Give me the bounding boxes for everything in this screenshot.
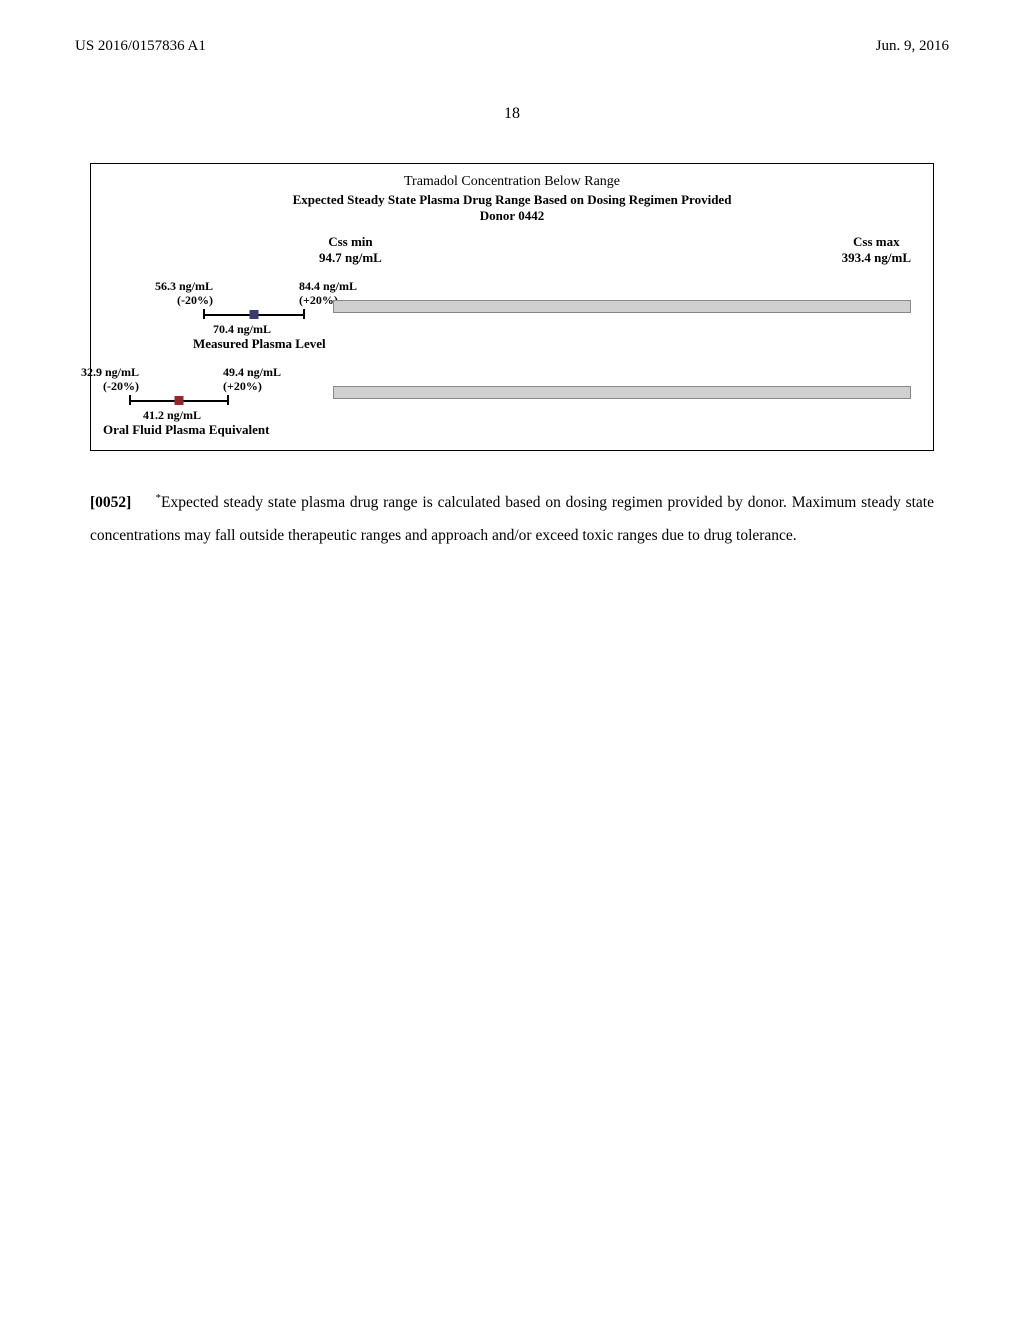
oral-section: 32.9 ng/mL (-20%) 49.4 ng/mL (+20%) 41.2… bbox=[103, 366, 921, 436]
oral-high-value: 49.4 ng/mL bbox=[223, 366, 281, 380]
paragraph-text: Expected steady state plasma drug range … bbox=[90, 494, 934, 544]
patent-number: US 2016/0157836 A1 bbox=[75, 38, 206, 55]
figure-title-1: Tramadol Concentration Below Range bbox=[103, 174, 921, 190]
oral-type-label: Oral Fluid Plasma Equivalent bbox=[103, 422, 270, 438]
css-max-label: Css max bbox=[842, 234, 911, 250]
page-number: 18 bbox=[0, 105, 1024, 123]
oral-marker-square bbox=[175, 396, 184, 405]
figure-title-3: Donor 0442 bbox=[103, 208, 921, 224]
css-labels-row: Css min 94.7 ng/mL Css max 393.4 ng/mL bbox=[103, 234, 921, 266]
oral-low-value: 32.9 ng/mL bbox=[69, 366, 139, 380]
paragraph-number: [0052] bbox=[90, 494, 131, 511]
plasma-section: 56.3 ng/mL (-20%) 84.4 ng/mL (+20%) 70.4… bbox=[103, 280, 921, 350]
plasma-range-bar bbox=[333, 300, 911, 313]
oral-high-label-block: 49.4 ng/mL (+20%) bbox=[223, 366, 281, 394]
oral-low-label-block: 32.9 ng/mL (-20%) bbox=[69, 366, 139, 394]
oral-high-pct: (+20%) bbox=[223, 380, 281, 394]
page-header: US 2016/0157836 A1 Jun. 9, 2016 bbox=[0, 0, 1024, 55]
figure-container: Tramadol Concentration Below Range Expec… bbox=[90, 163, 934, 451]
plasma-center-value: 70.4 ng/mL bbox=[213, 322, 271, 337]
plasma-type-label: Measured Plasma Level bbox=[193, 336, 326, 352]
plasma-bracket-right-tick bbox=[303, 309, 305, 319]
css-min-block: Css min 94.7 ng/mL bbox=[319, 234, 382, 266]
publication-date: Jun. 9, 2016 bbox=[876, 38, 949, 55]
css-min-label: Css min bbox=[319, 234, 382, 250]
plasma-high-value: 84.4 ng/mL bbox=[299, 280, 357, 294]
oral-center-value: 41.2 ng/mL bbox=[143, 408, 201, 423]
plasma-low-value: 56.3 ng/mL bbox=[143, 280, 213, 294]
css-max-value: 393.4 ng/mL bbox=[842, 250, 911, 266]
plasma-bracket-left-tick bbox=[203, 309, 205, 319]
figure-title-2: Expected Steady State Plasma Drug Range … bbox=[103, 192, 921, 208]
css-min-value: 94.7 ng/mL bbox=[319, 250, 382, 266]
plasma-marker-square bbox=[250, 310, 259, 319]
oral-bracket-left-tick bbox=[129, 395, 131, 405]
oral-range-bar bbox=[333, 386, 911, 399]
paragraph-0052: [0052] *Expected steady state plasma dru… bbox=[90, 487, 934, 552]
plasma-low-label-block: 56.3 ng/mL (-20%) bbox=[143, 280, 213, 308]
css-max-block: Css max 393.4 ng/mL bbox=[842, 234, 911, 266]
oral-bracket-right-tick bbox=[227, 395, 229, 405]
